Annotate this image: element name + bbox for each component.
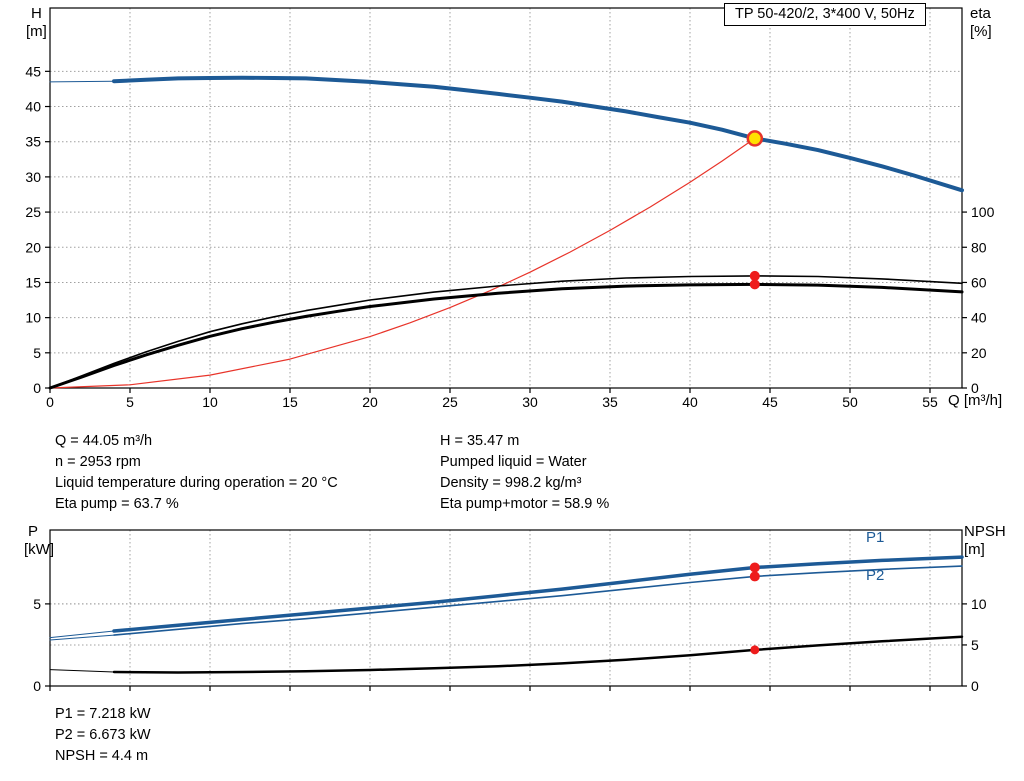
x-tick-label: 20 [362,394,378,410]
eta-pump-point [749,270,760,281]
x-tick-label: 25 [442,394,458,410]
p1-curve [112,555,964,633]
tick-marks [45,70,967,393]
tick-marks [45,603,967,691]
x-tick-label: 5 [126,394,134,410]
npsh-curve [112,635,964,674]
results-block: P1 = 7.218 kW P2 = 6.673 kW NPSH = 4.4 m [55,704,151,767]
p-axis-title: P [kW] [24,523,54,559]
right-tick-label: 0 [971,380,979,396]
eta-pump-curve [49,275,963,389]
x-tick-label: 0 [46,394,54,410]
left-tick-label: 30 [25,169,41,185]
right-tick-label: 40 [971,310,987,326]
left-tick-label: 35 [25,134,41,150]
left-tick-label: 25 [25,204,41,220]
right-tick-label: 20 [971,345,987,361]
right-tick-label: 5 [971,637,979,653]
p-axis-symbol: P [28,523,39,540]
left-tick-label: 10 [25,310,41,326]
left-tick-label: 15 [25,274,41,290]
plot-frame [49,7,963,389]
left-tick-label: 45 [25,63,41,79]
left-tick-label: 0 [33,678,41,694]
duty-info-right: H = 35.47 m Pumped liquid = Water Densit… [440,431,609,515]
h-axis-title: H [m] [26,5,47,41]
npsh-axis-title: NPSH [m] [964,523,1006,559]
x-tick-label: 35 [602,394,618,410]
info-eta-pump: Eta pump = 63.7 % [55,496,179,512]
x-tick-label: 10 [202,394,218,410]
q-axis-title: Q [m³/h] [948,392,1003,409]
x-tick-label: 15 [282,394,298,410]
x-tick-label: 45 [762,394,778,410]
p2-curve [113,565,963,636]
p2-curve-label: P2 [866,567,885,584]
x-tick-label: 55 [922,394,938,410]
p1-curve-label: P1 [866,529,885,546]
x-tick-label: 40 [682,394,698,410]
right-tick-label: 100 [971,204,995,220]
pump-model-title: TP 50-420/2, 3*400 V, 50Hz [724,3,926,26]
p2-curve-lead [49,634,115,641]
npsh-curve-lead [49,669,115,673]
npsh-axis-symbol: NPSH [964,523,1006,540]
eta-axis-symbol: eta [970,5,991,22]
system-curve [49,137,756,389]
p2-point [749,571,760,582]
power-npsh-chart: 0 5 0 5 10 [33,529,987,694]
right-tick-label: 0 [971,678,979,694]
info-head: H = 35.47 m [440,433,520,449]
left-tick-label: 40 [25,99,41,115]
eta-pump-motor-point [749,279,760,290]
right-tick-label: 60 [971,274,987,290]
info-pumped-liquid: Pumped liquid = Water [440,454,587,470]
duty-info-left: Q = 44.05 m³/h n = 2953 rpm Liquid tempe… [55,431,338,515]
h-axis-unit: [m] [26,23,47,40]
eta-axis-title: eta [%] [970,5,992,41]
info-flow: Q = 44.05 m³/h [55,433,153,449]
info-density: Density = 998.2 kg/m³ [440,475,582,491]
npsh-axis-unit: [m] [964,541,985,558]
right-tick-label: 10 [971,596,987,612]
left-tick-label: 5 [33,596,41,612]
result-npsh: NPSH = 4.4 m [55,748,149,764]
head-capacity-chart: 0 5 10 15 20 25 30 35 40 45 50 55 0 5 10 15 20 25 30 35 40 45… [25,7,995,410]
gridlines [50,8,962,388]
tick-labels: 0 5 0 5 10 [33,596,987,694]
eta-pump-motor-curve [48,282,964,390]
tick-labels: 0 5 10 15 20 25 30 35 40 45 50 55 0 5 10 15 20 25 30 35 40 45… [25,63,994,410]
head-curve-lead [49,80,115,83]
right-tick-label: 80 [971,239,987,255]
h-axis-symbol: H [31,5,42,22]
head-curve [112,75,964,193]
left-tick-label: 5 [33,345,41,361]
info-liquid-temperature: Liquid temperature during operation = 20… [55,475,338,491]
left-tick-label: 20 [25,239,41,255]
gridlines [50,530,962,686]
plot-frame [49,529,963,687]
pump-model-title-text: TP 50-420/2, 3*400 V, 50Hz [735,6,915,22]
result-p1: P1 = 7.218 kW [55,706,151,722]
info-eta-pump-motor: Eta pump+motor = 58.9 % [440,496,610,512]
left-tick-label: 0 [33,380,41,396]
result-p2: P2 = 6.673 kW [55,727,151,743]
duty-point [746,130,764,147]
x-tick-label: 30 [522,394,538,410]
p1-point [749,562,760,573]
x-tick-label: 50 [842,394,858,410]
p1-curve-lead [49,630,115,639]
p-axis-unit: [kW] [24,541,54,558]
info-speed: n = 2953 rpm [55,454,141,470]
npsh-point [750,645,760,655]
eta-axis-unit: [%] [970,23,992,40]
